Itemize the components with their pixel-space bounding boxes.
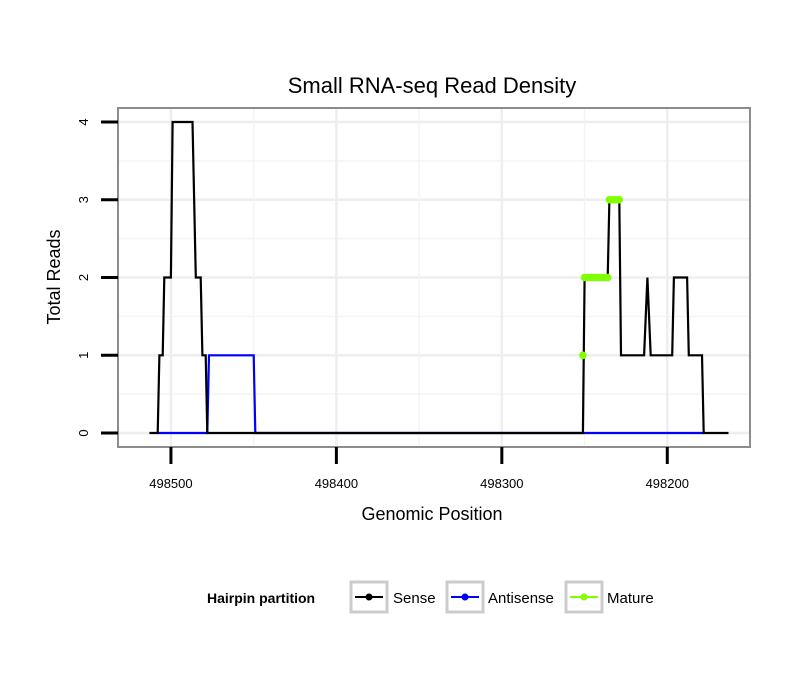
y-tick-label: 0 [76, 429, 91, 436]
y-axis: 0 1 2 3 4 [76, 118, 118, 437]
legend-key-point [365, 593, 373, 601]
x-tick-label: 498200 [646, 476, 689, 491]
legend-title: Hairpin partition [207, 590, 315, 606]
chart-title: Small RNA-seq Read Density [288, 73, 577, 98]
y-tick-label: 4 [76, 118, 91, 125]
x-axis: 498500 498400 498300 498200 [149, 447, 689, 491]
legend-label-sense: Sense [393, 590, 436, 607]
legend-key-point [580, 593, 588, 601]
mature-point [603, 273, 612, 282]
x-axis-label: Genomic Position [361, 504, 502, 524]
x-tick-label: 498300 [480, 476, 523, 491]
x-tick-label: 498400 [315, 476, 358, 491]
x-tick-label: 498500 [149, 476, 192, 491]
series-layer [149, 120, 729, 435]
legend-label-antisense: Antisense [488, 590, 554, 607]
mature-point [615, 195, 624, 204]
mature-point [579, 351, 587, 360]
y-axis-label: Total Reads [44, 229, 64, 324]
grid [118, 108, 751, 447]
y-tick-label: 2 [76, 274, 91, 281]
legend-key-point [461, 593, 469, 601]
y-tick-label: 1 [76, 352, 91, 359]
legend: Hairpin partition Sense Antisense Mature [207, 580, 654, 614]
y-tick-label: 3 [76, 196, 91, 203]
legend-label-mature: Mature [607, 590, 654, 607]
